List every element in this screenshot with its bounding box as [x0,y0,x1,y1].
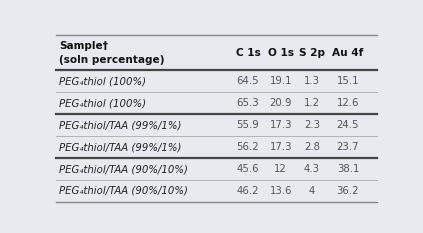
Text: 23.7: 23.7 [337,142,359,152]
Text: 36.2: 36.2 [337,186,359,196]
Text: 64.5: 64.5 [236,76,259,86]
Text: 2.8: 2.8 [304,142,320,152]
Text: 55.9: 55.9 [236,120,259,130]
Text: 24.5: 24.5 [337,120,359,130]
Text: C 1s: C 1s [236,48,260,58]
Text: PEG₄thiol/TAA (99%/1%): PEG₄thiol/TAA (99%/1%) [59,120,182,130]
Text: 19.1: 19.1 [269,76,292,86]
Text: PEG₄thiol (100%): PEG₄thiol (100%) [59,98,146,108]
Text: 12: 12 [275,164,287,174]
Text: PEG₄thiol (100%): PEG₄thiol (100%) [59,76,146,86]
Text: 1.3: 1.3 [304,76,320,86]
Text: 56.2: 56.2 [236,142,259,152]
Text: (soln percentage): (soln percentage) [59,55,165,65]
Text: PEG₄thiol/TAA (90%/10%): PEG₄thiol/TAA (90%/10%) [59,186,188,196]
Text: PEG₄thiol/TAA (90%/10%): PEG₄thiol/TAA (90%/10%) [59,164,188,174]
Text: 12.6: 12.6 [337,98,359,108]
Text: 1.2: 1.2 [304,98,320,108]
Text: 17.3: 17.3 [269,120,292,130]
Text: 65.3: 65.3 [236,98,259,108]
Text: 2.3: 2.3 [304,120,320,130]
Text: 4: 4 [309,186,315,196]
Text: 45.6: 45.6 [236,164,259,174]
Text: 15.1: 15.1 [337,76,359,86]
Text: 20.9: 20.9 [269,98,292,108]
Text: 13.6: 13.6 [269,186,292,196]
Text: 17.3: 17.3 [269,142,292,152]
Text: 4.3: 4.3 [304,164,320,174]
Text: S 2p: S 2p [299,48,325,58]
Text: Au 4f: Au 4f [332,48,364,58]
Text: Sample†: Sample† [59,41,108,51]
Text: 38.1: 38.1 [337,164,359,174]
Text: PEG₄thiol/TAA (99%/1%): PEG₄thiol/TAA (99%/1%) [59,142,182,152]
Text: O 1s: O 1s [268,48,294,58]
Text: 46.2: 46.2 [237,186,259,196]
